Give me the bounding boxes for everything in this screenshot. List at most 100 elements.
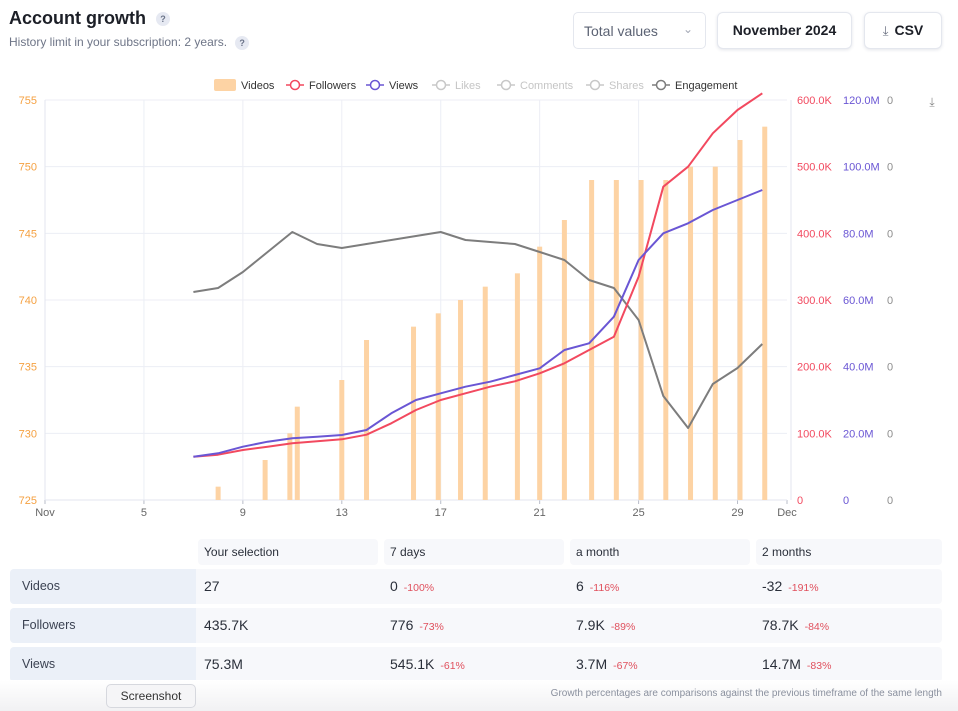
x-tick-label: Nov — [35, 507, 55, 519]
legend-marker-views — [369, 79, 381, 91]
y-engagement-tick-label: 0 — [887, 162, 893, 174]
chart-download-icon[interactable]: ⤓ — [929, 95, 935, 109]
cell-value: 545.1K — [390, 656, 435, 672]
y-engagement-tick-label: 0 — [887, 95, 893, 107]
y-views-tick-label: 80.0M — [843, 228, 874, 240]
legend-label: Shares — [609, 80, 644, 92]
y-left-tick-label: 725 — [19, 495, 37, 507]
legend-marker-followers — [289, 79, 301, 91]
cell-value: 6 — [576, 578, 584, 594]
x-tick-label: 5 — [141, 507, 147, 519]
growth-percent: -89% — [610, 621, 636, 633]
chart-svg: Videos Followers Views Likes Comments Shares E… — [19, 79, 935, 519]
videos-bar — [688, 166, 694, 500]
help-icon[interactable]: ? — [156, 12, 170, 27]
videos-bar — [663, 180, 669, 500]
growth-chart: Videos Followers Views Likes Comments Shares E… — [0, 70, 958, 530]
growth-percent: -73% — [419, 621, 444, 633]
videos-bar — [215, 486, 221, 500]
cell-value: 27 — [204, 578, 220, 594]
y-followers-tick-label: 100.0K — [797, 428, 833, 440]
legend-swatch-videos — [214, 79, 236, 91]
table-cell: 75.3M — [204, 647, 243, 682]
y-views-tick-label: 40.0M — [843, 362, 874, 374]
screenshot-tooltip: Screenshot — [106, 684, 196, 708]
videos-bar — [482, 286, 488, 500]
help-icon[interactable]: ? — [235, 35, 250, 50]
table-cell: 776 -73% — [390, 608, 444, 643]
table-cell: 7.9K -89% — [576, 608, 635, 643]
month-picker-button[interactable]: November 2024 — [717, 12, 852, 49]
videos-bar — [364, 340, 370, 500]
cell-value: 0 — [390, 578, 398, 594]
legend-marker-shares — [589, 79, 601, 91]
values-mode-select[interactable]: Total values ⌄ — [573, 12, 706, 49]
y-views-tick-label: 0 — [843, 495, 849, 507]
growth-percent: -67% — [613, 660, 638, 672]
y-followers-tick-label: 400.0K — [797, 228, 833, 240]
table-cell: 6 -116% — [576, 569, 619, 604]
table-row — [196, 569, 942, 604]
legend-label: Likes — [455, 80, 481, 92]
legend-label: Views — [389, 80, 419, 92]
download-icon: ⤓ — [882, 23, 889, 38]
table-cell: 3.7M -67% — [576, 647, 638, 682]
table-cell: 545.1K -61% — [390, 647, 465, 682]
growth-percent: -61% — [440, 660, 465, 672]
y-left-tick-label: 750 — [19, 162, 37, 174]
select-value: Total values — [584, 23, 658, 39]
videos-bar — [638, 180, 644, 500]
y-views-tick-label: 20.0M — [843, 428, 874, 440]
videos-bar — [294, 406, 300, 500]
videos-bar — [411, 326, 417, 500]
y-followers-tick-label: 600.0K — [797, 95, 833, 107]
legend-label: Videos — [241, 80, 275, 92]
table-row — [196, 608, 942, 643]
cell-value: 14.7M — [762, 656, 801, 672]
y-followers-tick-label: 500.0K — [797, 162, 833, 174]
table-row — [196, 647, 942, 682]
growth-percent: -116% — [589, 582, 620, 594]
followers-line — [193, 92, 763, 458]
growth-percent: -83% — [806, 660, 832, 672]
y-views-tick-label: 60.0M — [843, 295, 874, 307]
row-label: Videos — [10, 569, 196, 604]
csv-export-button[interactable]: ⤓ CSV — [864, 12, 942, 49]
x-tick-label: Dec — [777, 507, 797, 519]
y-engagement-tick-label: 0 — [887, 495, 893, 507]
table-cell: -32 -191% — [762, 569, 819, 604]
row-label: Views — [10, 647, 196, 682]
cell-value: 776 — [390, 617, 414, 633]
x-tick-label: 21 — [534, 507, 546, 519]
column-header: a month — [570, 539, 750, 565]
y-left-tick-label: 745 — [19, 228, 37, 240]
x-tick-label: 9 — [240, 507, 246, 519]
x-tick-label: 13 — [336, 507, 348, 519]
cell-value: 7.9K — [576, 617, 605, 633]
y-engagement-tick-label: 0 — [887, 428, 893, 440]
y-followers-tick-label: 0 — [797, 495, 803, 507]
engagement-line — [193, 231, 763, 429]
growth-percent: -191% — [788, 582, 819, 594]
videos-bar — [435, 313, 441, 500]
chevron-down-icon: ⌄ — [682, 22, 693, 36]
videos-bar — [287, 433, 293, 500]
y-engagement-tick-label: 0 — [887, 362, 893, 374]
cell-value: 78.7K — [762, 617, 799, 633]
videos-bar — [458, 300, 464, 500]
videos-bar — [712, 166, 718, 500]
y-engagement-tick-label: 0 — [887, 228, 893, 240]
csv-label: CSV — [894, 22, 924, 38]
videos-bar — [262, 460, 268, 500]
history-limit-text: History limit in your subscription: 2 ye… — [9, 35, 250, 50]
videos-bar — [762, 126, 768, 500]
table-cell: 435.7K — [204, 608, 248, 643]
legend-marker-comments — [500, 79, 512, 91]
y-left-tick-label: 730 — [19, 428, 37, 440]
x-tick-label: 29 — [731, 507, 743, 519]
legend-label: Followers — [309, 80, 357, 92]
table-cell: 27 — [204, 569, 220, 604]
page-title: Account growth? — [9, 8, 170, 29]
title-text: Account growth — [9, 8, 146, 28]
